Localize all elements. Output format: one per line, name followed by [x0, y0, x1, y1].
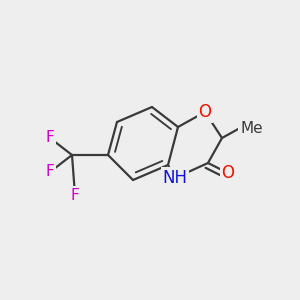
Text: O: O	[221, 164, 235, 182]
Text: F: F	[46, 164, 54, 179]
Text: NH: NH	[163, 169, 188, 187]
Text: F: F	[46, 130, 54, 146]
Text: O: O	[199, 103, 212, 121]
Text: F: F	[70, 188, 80, 202]
Text: Me: Me	[240, 121, 262, 136]
